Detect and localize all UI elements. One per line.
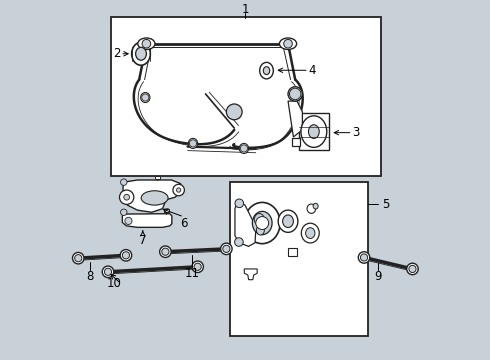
Text: 2: 2 — [113, 47, 120, 60]
Bar — [155, 176, 160, 179]
Circle shape — [124, 194, 129, 200]
Ellipse shape — [239, 143, 248, 153]
Circle shape — [194, 263, 201, 270]
Ellipse shape — [306, 228, 315, 238]
Circle shape — [74, 255, 82, 262]
Circle shape — [284, 40, 293, 48]
Ellipse shape — [309, 125, 319, 138]
Circle shape — [240, 145, 247, 152]
Circle shape — [361, 254, 368, 261]
Bar — [288, 248, 297, 256]
Circle shape — [409, 265, 416, 273]
Polygon shape — [235, 201, 256, 246]
Ellipse shape — [278, 210, 298, 232]
Ellipse shape — [358, 252, 370, 263]
Bar — [299, 113, 329, 150]
Circle shape — [120, 190, 134, 204]
Ellipse shape — [245, 202, 280, 244]
Ellipse shape — [283, 215, 294, 228]
Ellipse shape — [220, 243, 232, 255]
Ellipse shape — [254, 213, 265, 225]
Ellipse shape — [132, 42, 150, 65]
Text: 8: 8 — [86, 270, 94, 283]
Circle shape — [176, 188, 181, 192]
Text: 4: 4 — [309, 64, 317, 77]
Ellipse shape — [102, 266, 114, 278]
Circle shape — [142, 94, 149, 101]
Ellipse shape — [407, 263, 418, 275]
Ellipse shape — [288, 87, 302, 101]
Circle shape — [235, 238, 243, 246]
Text: 3: 3 — [353, 126, 360, 139]
Polygon shape — [122, 214, 172, 227]
Ellipse shape — [188, 138, 197, 148]
Text: 6: 6 — [180, 217, 188, 230]
Circle shape — [121, 209, 127, 216]
Circle shape — [173, 184, 184, 196]
Bar — [164, 210, 169, 212]
Text: 10: 10 — [106, 278, 122, 291]
Circle shape — [290, 88, 301, 100]
Ellipse shape — [263, 67, 270, 75]
Ellipse shape — [136, 47, 147, 60]
Circle shape — [190, 140, 196, 147]
Ellipse shape — [301, 116, 327, 147]
Ellipse shape — [120, 249, 132, 261]
Ellipse shape — [160, 246, 171, 257]
Circle shape — [223, 245, 230, 252]
Circle shape — [142, 40, 151, 48]
Circle shape — [162, 248, 169, 255]
Ellipse shape — [313, 203, 318, 209]
Text: 11: 11 — [184, 267, 199, 280]
Polygon shape — [288, 101, 302, 137]
Circle shape — [121, 179, 127, 185]
Text: 7: 7 — [139, 234, 147, 247]
Polygon shape — [245, 269, 257, 280]
Polygon shape — [123, 180, 182, 212]
Ellipse shape — [307, 204, 316, 213]
Circle shape — [235, 199, 244, 208]
Ellipse shape — [138, 38, 155, 49]
Ellipse shape — [73, 252, 84, 264]
Text: 5: 5 — [382, 198, 390, 211]
Circle shape — [125, 217, 132, 225]
Circle shape — [226, 104, 242, 120]
Ellipse shape — [141, 93, 150, 103]
Text: 1: 1 — [241, 3, 249, 16]
Ellipse shape — [252, 211, 272, 235]
Ellipse shape — [260, 62, 273, 79]
Circle shape — [104, 268, 112, 275]
Circle shape — [256, 217, 269, 229]
Bar — [230, 182, 368, 336]
Ellipse shape — [141, 191, 168, 205]
Ellipse shape — [279, 38, 296, 49]
Circle shape — [122, 252, 129, 259]
Bar — [293, 138, 299, 146]
Bar — [111, 17, 381, 176]
Text: 9: 9 — [374, 270, 381, 283]
Ellipse shape — [192, 261, 203, 273]
Ellipse shape — [301, 223, 319, 243]
Ellipse shape — [256, 225, 265, 235]
